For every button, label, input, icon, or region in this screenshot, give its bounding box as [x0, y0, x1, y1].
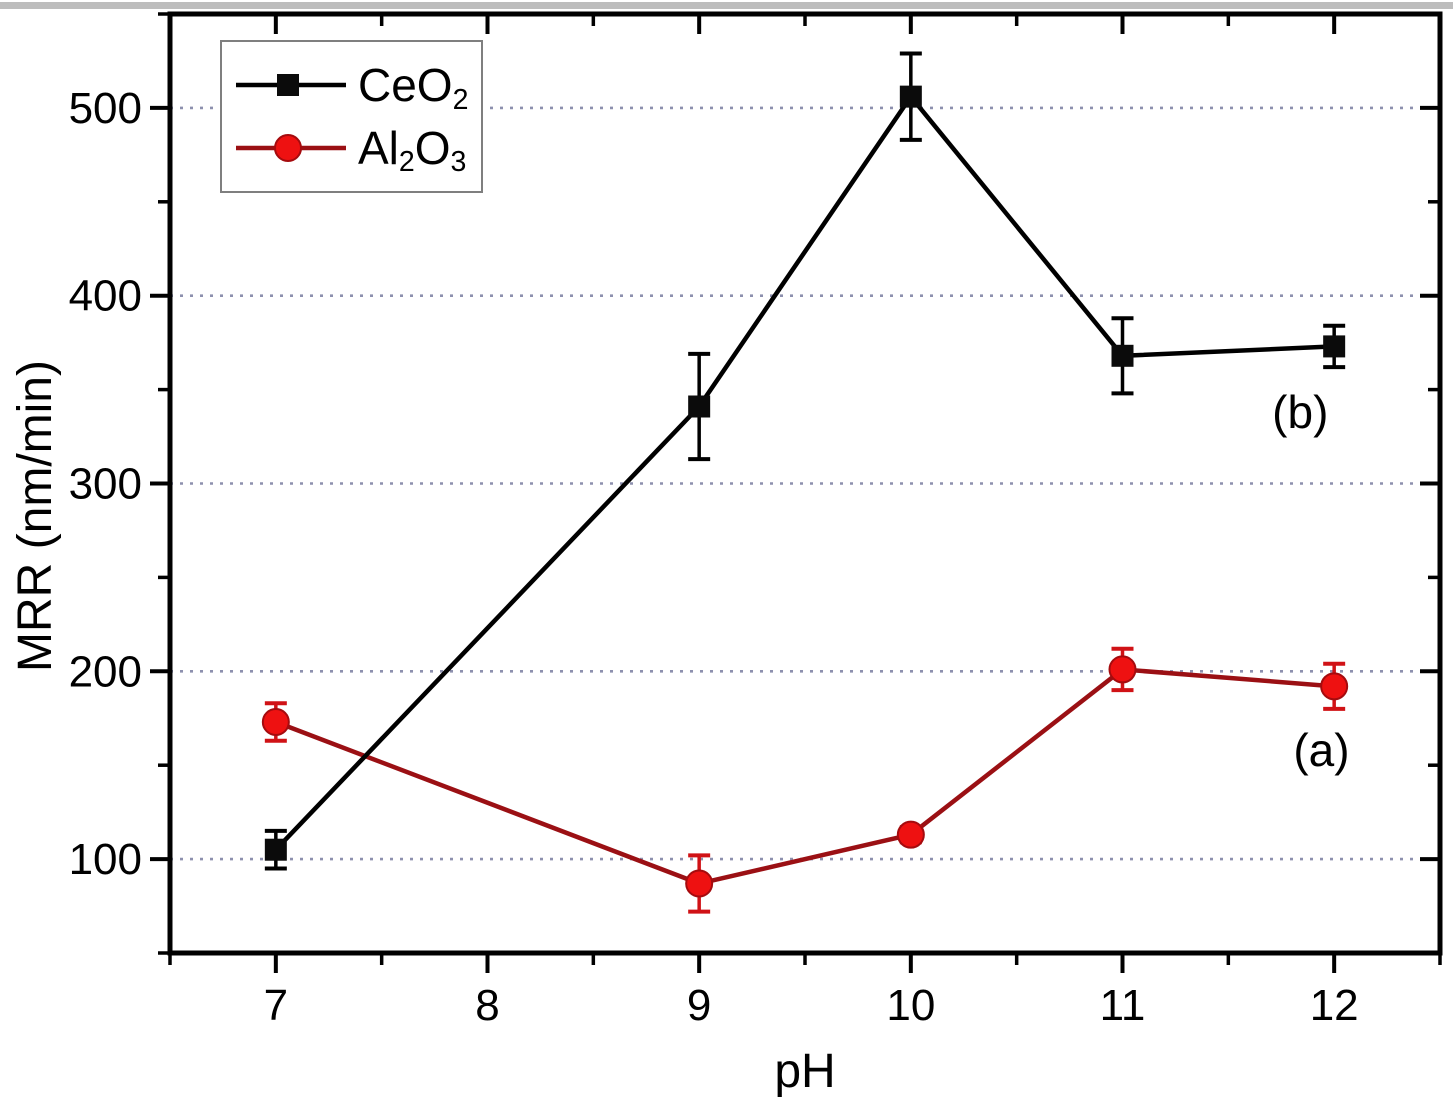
y-axis-title: MRR (nm/min) — [9, 360, 62, 672]
legend-square-CeO2 — [277, 74, 299, 97]
marker-square-CeO2 — [1323, 335, 1346, 358]
legend-item-al2o3: Al2O3 — [236, 121, 481, 179]
legend-label-al2o3: Al2O3 — [358, 121, 467, 179]
marker-circle-Al2O3 — [896, 820, 925, 849]
annotation-Al2O3: (a) — [1293, 724, 1350, 777]
y-tick-label-100: 100 — [69, 835, 142, 884]
y-tick-label-200: 200 — [69, 647, 142, 696]
x-tick-label-12: 12 — [1310, 981, 1359, 1030]
marker-square-CeO2 — [1111, 344, 1134, 367]
x-tick-label-7: 7 — [264, 981, 288, 1030]
marker-circle-Al2O3 — [685, 869, 714, 898]
series-line-CeO2 — [273, 92, 1337, 852]
annotation-CeO2: (b) — [1272, 386, 1329, 439]
y-tick-label-400: 400 — [69, 272, 142, 321]
y-tick-label-500: 500 — [69, 84, 142, 133]
marker-circle-Al2O3 — [261, 708, 290, 737]
figure-edge-artifact — [0, 2, 1453, 9]
marker-circle-Al2O3 — [1108, 655, 1137, 684]
legend-marker-al2o3-icon — [236, 133, 346, 162]
legend: CeO2 Al2O3 — [220, 40, 483, 193]
legend-circle-Al2O3 — [274, 133, 302, 162]
legend-label-ceo2: CeO2 — [358, 59, 469, 116]
marker-circle-Al2O3 — [1320, 672, 1349, 701]
marker-square-CeO2 — [688, 395, 711, 418]
marker-square-CeO2 — [264, 838, 287, 861]
marker-square-CeO2 — [899, 85, 922, 108]
y-tick-label-300: 300 — [69, 460, 142, 509]
legend-item-ceo2: CeO2 — [236, 59, 481, 116]
x-tick-label-11: 11 — [1100, 981, 1146, 1030]
x-tick-label-10: 10 — [886, 981, 935, 1030]
x-tick-label-8: 8 — [475, 981, 499, 1030]
x-axis-title: pH — [774, 1045, 836, 1098]
legend-marker-ceo2-icon — [236, 74, 346, 97]
x-tick-label-9: 9 — [687, 981, 711, 1030]
series-line-Al2O3 — [273, 667, 1337, 886]
